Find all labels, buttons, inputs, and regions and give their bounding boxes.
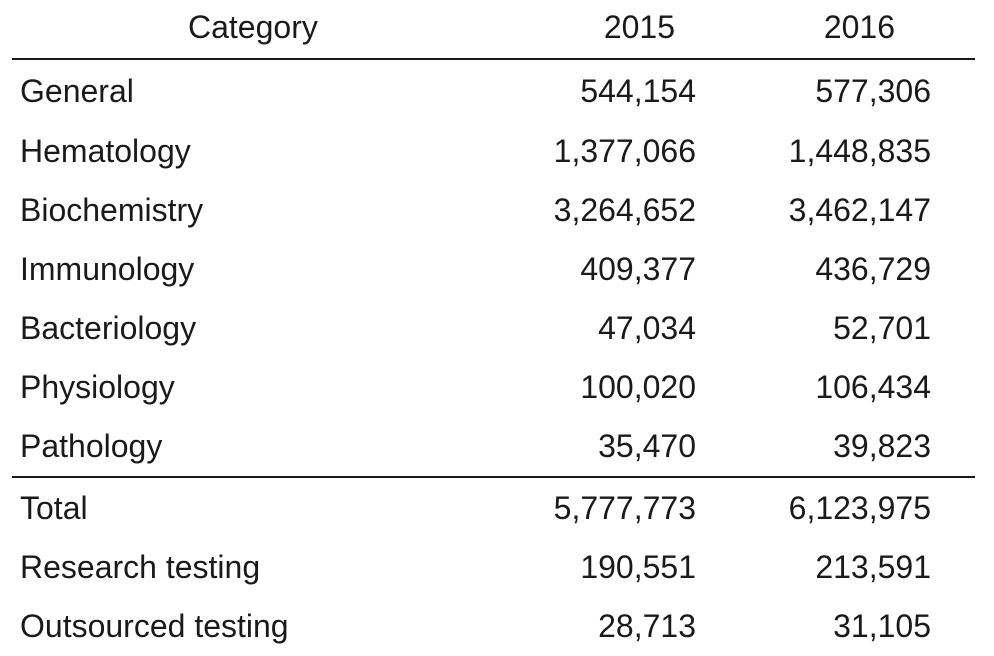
table-body: General 544,154 577,306 Hematology 1,377…: [12, 59, 975, 478]
cell-2015: 3,264,652: [553, 192, 696, 228]
cell-2016: 106,434: [815, 369, 931, 405]
table-header: Category 2015 2016: [12, 0, 975, 60]
summary-row-total: Total 5,777,773 6,123,975: [12, 477, 975, 538]
cell-2015: 1,377,066: [553, 133, 696, 169]
table-row: Immunology 409,377 436,729: [12, 240, 975, 299]
table-row: Pathology 35,470 39,823: [12, 417, 975, 478]
header-category: Category: [12, 0, 494, 60]
cell-2015: 28,713: [598, 608, 696, 644]
header-2016: 2016: [696, 0, 975, 60]
cell-2016: 31,105: [833, 608, 931, 644]
cell-2015: 47,034: [598, 310, 696, 346]
table-row: Biochemistry 3,264,652 3,462,147: [12, 181, 975, 240]
cell-category: General: [20, 72, 134, 109]
table-row: Bacteriology 47,034 52,701: [12, 299, 975, 358]
cell-2015: 190,551: [580, 549, 696, 585]
cell-2016: 577,306: [815, 72, 931, 109]
cell-2015: 100,020: [580, 369, 696, 405]
cell-2016: 213,591: [815, 549, 931, 585]
cell-category: Bacteriology: [20, 310, 197, 346]
cell-2015: 35,470: [494, 417, 696, 478]
cell-2016: 6,123,975: [788, 489, 931, 526]
summary-row-research: Research testing 190,551 213,591: [12, 538, 975, 597]
summary-row-outsourced: Outsourced testing 28,713 31,105: [12, 597, 975, 656]
cell-2016: 1,448,835: [788, 133, 931, 169]
cell-2015: 409,377: [580, 251, 696, 287]
cell-2015: 544,154: [580, 72, 696, 109]
header-row: Category 2015 2016: [12, 0, 975, 60]
table-row: Physiology 100,020 106,434: [12, 358, 975, 417]
data-table-container: Category 2015 2016 General 544,154 577,3…: [12, 0, 975, 656]
cell-2016: 39,823: [696, 417, 975, 478]
cell-category: Physiology: [20, 369, 175, 405]
cell-category: Outsourced testing: [20, 608, 289, 644]
cell-2015: 5,777,773: [553, 489, 696, 526]
cell-2016: 52,701: [833, 310, 931, 346]
table-row: Hematology 1,377,066 1,448,835: [12, 122, 975, 181]
header-2015: 2015: [494, 0, 696, 60]
cell-category: Total: [20, 489, 88, 526]
cell-category: Immunology: [20, 251, 195, 287]
table-row: General 544,154 577,306: [12, 59, 975, 122]
cell-category: Pathology: [12, 417, 494, 478]
table-summary: Total 5,777,773 6,123,975 Research testi…: [12, 477, 975, 656]
cell-2016: 436,729: [815, 251, 931, 287]
cell-category: Biochemistry: [20, 192, 204, 228]
test-volume-table: Category 2015 2016 General 544,154 577,3…: [12, 0, 975, 656]
cell-2016: 3,462,147: [788, 192, 931, 228]
cell-category: Hematology: [20, 133, 191, 169]
cell-category: Research testing: [20, 549, 261, 585]
